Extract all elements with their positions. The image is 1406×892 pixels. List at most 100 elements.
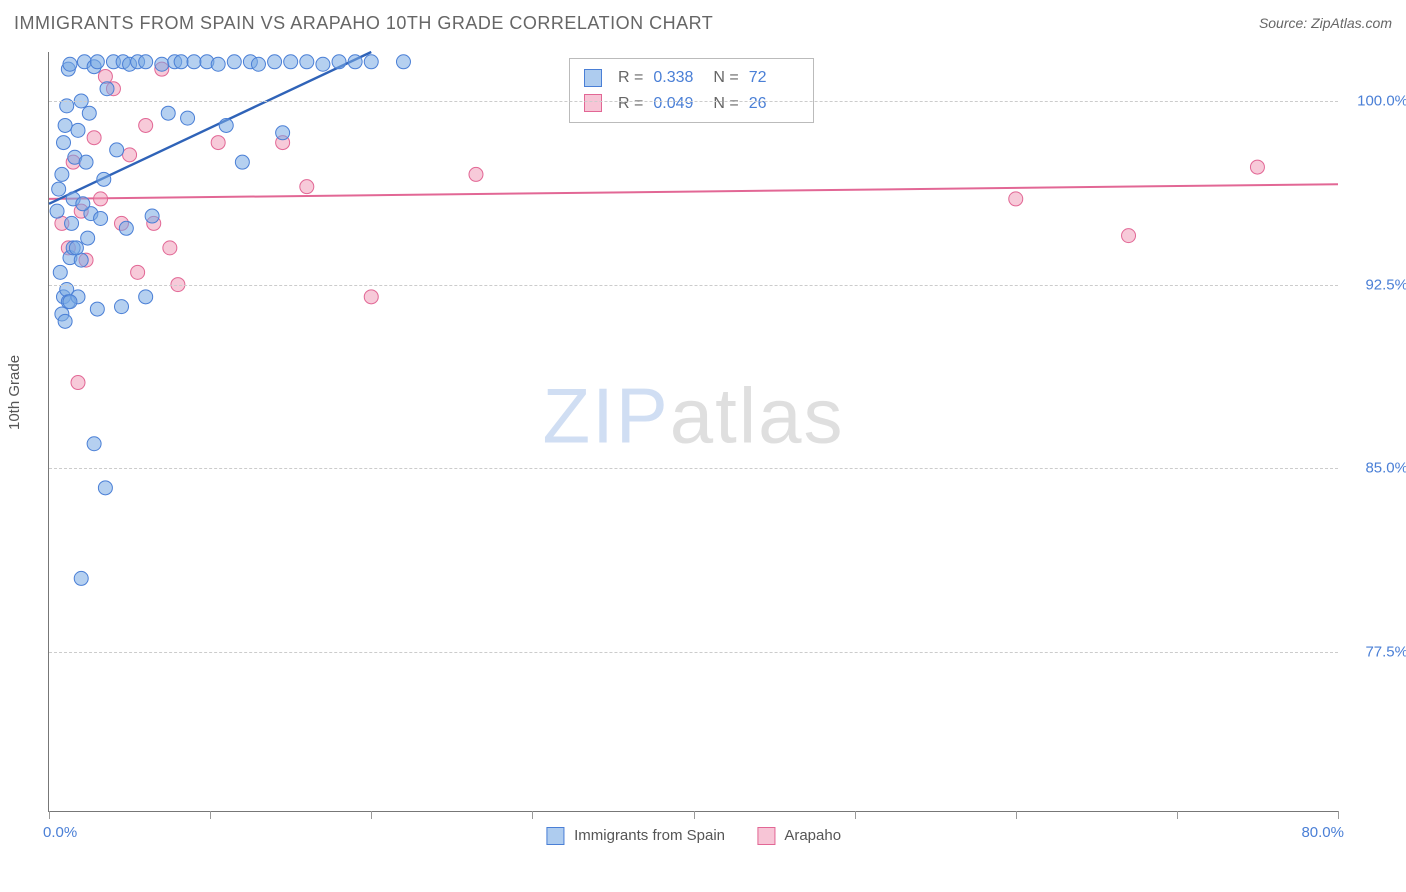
data-point-arapaho: [1122, 229, 1136, 243]
chart-title: IMMIGRANTS FROM SPAIN VS ARAPAHO 10TH GR…: [14, 13, 713, 34]
data-point-spain: [94, 211, 108, 225]
r-label: R =: [618, 91, 643, 117]
arapaho-r-value: 0.049: [653, 91, 703, 117]
data-point-spain: [268, 55, 282, 69]
stats-legend-box: R = 0.338 N = 72 R = 0.049 N = 26: [569, 58, 814, 123]
data-point-spain: [90, 55, 104, 69]
data-point-spain: [316, 57, 330, 71]
data-point-spain: [139, 290, 153, 304]
data-point-spain: [227, 55, 241, 69]
x-tick: [1338, 811, 1339, 819]
data-point-spain: [53, 265, 67, 279]
data-point-spain: [300, 55, 314, 69]
legend-swatch-spain-icon: [546, 827, 564, 845]
y-axis-label: 10th Grade: [6, 355, 23, 430]
x-tick: [210, 811, 211, 819]
data-point-spain: [211, 57, 225, 71]
data-point-arapaho: [1009, 192, 1023, 206]
stats-row-spain: R = 0.338 N = 72: [584, 65, 799, 91]
data-point-arapaho: [163, 241, 177, 255]
x-tick: [532, 811, 533, 819]
data-point-arapaho: [300, 180, 314, 194]
x-tick: [371, 811, 372, 819]
data-point-spain: [155, 57, 169, 71]
x-tick: [1016, 811, 1017, 819]
arapaho-n-value: 26: [749, 91, 799, 117]
data-point-spain: [90, 302, 104, 316]
data-point-spain: [58, 118, 72, 132]
data-point-spain: [284, 55, 298, 69]
y-tick-label: 100.0%: [1348, 92, 1406, 109]
n-label: N =: [713, 65, 738, 91]
legend-swatch-arapaho-icon: [757, 827, 775, 845]
data-point-spain: [396, 55, 410, 69]
data-point-spain: [187, 55, 201, 69]
x-tick: [694, 811, 695, 819]
data-point-spain: [219, 118, 233, 132]
data-point-arapaho: [94, 192, 108, 206]
data-point-arapaho: [131, 265, 145, 279]
data-point-spain: [119, 221, 133, 235]
data-point-spain: [174, 55, 188, 69]
data-point-spain: [235, 155, 249, 169]
plot-area: ZIPatlas R = 0.338 N = 72 R = 0.049 N = …: [48, 52, 1338, 812]
spain-r-value: 0.338: [653, 65, 703, 91]
data-point-spain: [100, 82, 114, 96]
data-point-spain: [82, 106, 96, 120]
data-point-spain: [50, 204, 64, 218]
data-point-spain: [58, 314, 72, 328]
data-point-spain: [181, 111, 195, 125]
data-point-arapaho: [98, 69, 112, 83]
swatch-spain-icon: [584, 69, 602, 87]
data-point-spain: [63, 295, 77, 309]
data-point-spain: [161, 106, 175, 120]
n-label: N =: [713, 91, 738, 117]
stats-row-arapaho: R = 0.049 N = 26: [584, 91, 799, 117]
data-point-arapaho: [123, 148, 137, 162]
spain-n-value: 72: [749, 65, 799, 91]
data-point-spain: [55, 167, 69, 181]
data-point-spain: [348, 55, 362, 69]
data-point-spain: [65, 216, 79, 230]
legend-item-arapaho: Arapaho: [757, 827, 841, 845]
swatch-arapaho-icon: [584, 94, 602, 112]
source-prefix: Source:: [1259, 15, 1311, 31]
data-point-arapaho: [87, 131, 101, 145]
data-point-spain: [145, 209, 159, 223]
gridline: [49, 652, 1338, 653]
y-tick-label: 77.5%: [1348, 643, 1406, 660]
data-point-spain: [76, 197, 90, 211]
gridline: [49, 285, 1338, 286]
data-point-spain: [79, 155, 93, 169]
data-point-spain: [57, 136, 71, 150]
data-point-spain: [74, 571, 88, 585]
x-axis-end-label: 80.0%: [1301, 824, 1344, 841]
regression-line-arapaho: [49, 184, 1338, 199]
gridline: [49, 101, 1338, 102]
y-tick-label: 85.0%: [1348, 460, 1406, 477]
data-point-arapaho: [71, 376, 85, 390]
data-point-spain: [364, 55, 378, 69]
data-point-spain: [110, 143, 124, 157]
data-point-spain: [87, 437, 101, 451]
legend-item-spain: Immigrants from Spain: [546, 827, 725, 845]
data-point-arapaho: [1250, 160, 1264, 174]
x-tick: [855, 811, 856, 819]
source-attribution: Source: ZipAtlas.com: [1259, 15, 1392, 31]
data-point-spain: [97, 172, 111, 186]
data-point-spain: [332, 55, 346, 69]
data-point-spain: [69, 241, 83, 255]
data-point-spain: [71, 123, 85, 137]
data-point-spain: [52, 182, 66, 196]
data-point-spain: [276, 126, 290, 140]
data-point-spain: [139, 55, 153, 69]
bottom-legend: Immigrants from Spain Arapaho: [546, 827, 841, 845]
data-point-arapaho: [469, 167, 483, 181]
x-tick: [49, 811, 50, 819]
r-label: R =: [618, 65, 643, 91]
data-point-arapaho: [211, 136, 225, 150]
data-point-spain: [63, 57, 77, 71]
gridline: [49, 468, 1338, 469]
data-point-spain: [251, 57, 265, 71]
data-point-arapaho: [139, 118, 153, 132]
